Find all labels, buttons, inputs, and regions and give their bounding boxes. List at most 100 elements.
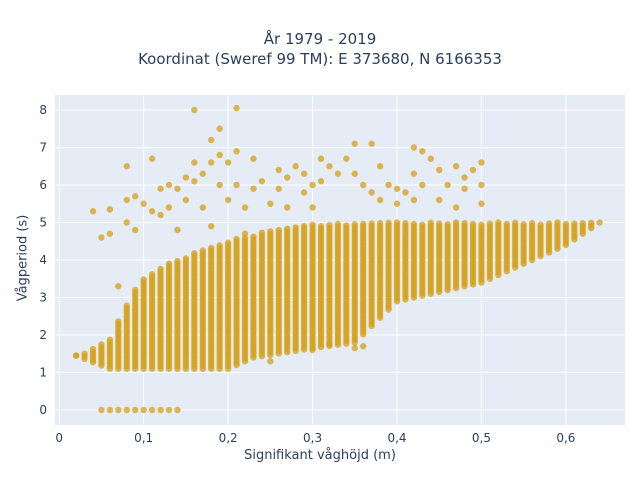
scatter-point: [537, 221, 544, 228]
scatter-point: [174, 406, 181, 414]
scatter-point: [469, 220, 477, 228]
scatter-point: [233, 235, 240, 243]
scatter-point: [148, 406, 156, 414]
scatter-point: [579, 220, 586, 227]
scatter-point: [402, 189, 409, 196]
scatter-point: [250, 155, 257, 162]
scatter-point: [444, 181, 451, 189]
scatter-point: [148, 271, 156, 278]
scatter-point: [419, 181, 426, 189]
scatter-point: [98, 341, 105, 348]
scatter-point: [140, 276, 147, 283]
scatter-point: [317, 223, 325, 230]
scatter-point: [115, 283, 122, 290]
scatter-point: [208, 223, 215, 230]
scatter-point: [309, 221, 316, 228]
scatter-point: [182, 196, 190, 204]
scatter-point: [199, 247, 206, 254]
scatter-point: [309, 204, 316, 211]
scatter-point: [520, 221, 527, 228]
scatter-point: [317, 155, 325, 162]
scatter-point: [360, 343, 367, 350]
x-tick-label: 0: [55, 431, 63, 445]
scatter-point: [469, 166, 477, 174]
scatter-point: [300, 222, 308, 230]
scatter-point: [157, 265, 164, 273]
scatter-point: [427, 155, 434, 162]
scatter-point: [292, 163, 299, 170]
scatter-point: [360, 181, 367, 189]
scatter-point: [309, 346, 316, 354]
y-axis-title: Vågperiod (s): [15, 214, 31, 302]
scatter-point: [410, 196, 418, 204]
x-tick-label: 0,6: [556, 431, 575, 445]
scatter-point: [267, 200, 274, 207]
scatter-point: [452, 163, 460, 170]
scatter-point: [123, 196, 130, 204]
scatter-point: [199, 204, 206, 211]
scatter-point: [351, 221, 358, 228]
scatter-point: [81, 350, 88, 357]
scatter-point: [148, 208, 156, 215]
scatter-point: [275, 226, 282, 234]
y-tick-label: 5: [39, 216, 47, 230]
scatter-point: [343, 155, 350, 162]
scatter-point: [368, 189, 375, 196]
scatter-point: [191, 178, 198, 185]
scatter-point: [208, 159, 215, 166]
y-tick-label: 1: [39, 366, 47, 380]
scatter-point: [72, 352, 80, 359]
scatter-point: [115, 406, 122, 414]
scatter-point: [461, 220, 468, 227]
scatter-point: [191, 106, 198, 114]
scatter-point: [495, 219, 502, 226]
scatter-point: [208, 136, 215, 144]
scatter-point: [393, 200, 401, 207]
scatter-point: [376, 196, 384, 204]
chart-title-line-1: År 1979 - 2019: [263, 30, 377, 48]
scatter-point: [436, 166, 443, 174]
scatter-point: [165, 406, 173, 414]
chart-title-line-2: Koordinat (Sweref 99 TM): E 373680, N 61…: [138, 50, 502, 68]
scatter-point: [436, 220, 443, 227]
tick-labels: 0 0,1 0,2 0,3 0,4 0,5 0,6 0 1 2 3 4 5 6 7 8: [39, 103, 575, 445]
scatter-point: [410, 220, 418, 228]
scatter-point: [410, 170, 418, 177]
scatter-point: [216, 151, 223, 159]
x-tick-label: 0,5: [472, 431, 491, 445]
y-tick-label: 2: [39, 328, 47, 342]
y-tick-label: 3: [39, 291, 47, 305]
scatter-point: [233, 104, 240, 112]
scatter-point: [174, 226, 181, 234]
scatter-point: [343, 222, 350, 229]
scatter-point: [191, 250, 198, 257]
scatter-point: [165, 181, 173, 189]
scatter-point: [444, 221, 451, 228]
scatter-point: [478, 221, 485, 228]
scatter-point: [224, 196, 232, 204]
scatter-point: [326, 221, 333, 229]
scatter-point: [106, 230, 114, 237]
scatter-point: [123, 219, 130, 226]
scatter-point: [376, 220, 384, 227]
scatter-point: [478, 159, 485, 166]
y-tick-label: 0: [39, 403, 47, 417]
scatter-point: [284, 174, 291, 181]
scatter-point: [275, 166, 282, 174]
y-tick-label: 6: [39, 178, 47, 192]
scatter-point: [208, 244, 215, 252]
scatter-point: [233, 148, 240, 155]
scatter-point: [528, 220, 536, 227]
scatter-point: [140, 406, 147, 414]
scatter-point: [216, 181, 223, 189]
scatter-point: [216, 242, 223, 249]
scatter-point: [106, 336, 114, 344]
scatter-point: [368, 220, 375, 227]
scatter-point: [351, 140, 358, 147]
x-tick-label: 0,3: [303, 431, 322, 445]
scatter-point: [89, 208, 97, 215]
scatter-point: [106, 206, 114, 213]
scatter-point: [224, 159, 232, 166]
scatter-point: [157, 185, 164, 192]
scatter-point: [562, 220, 570, 228]
